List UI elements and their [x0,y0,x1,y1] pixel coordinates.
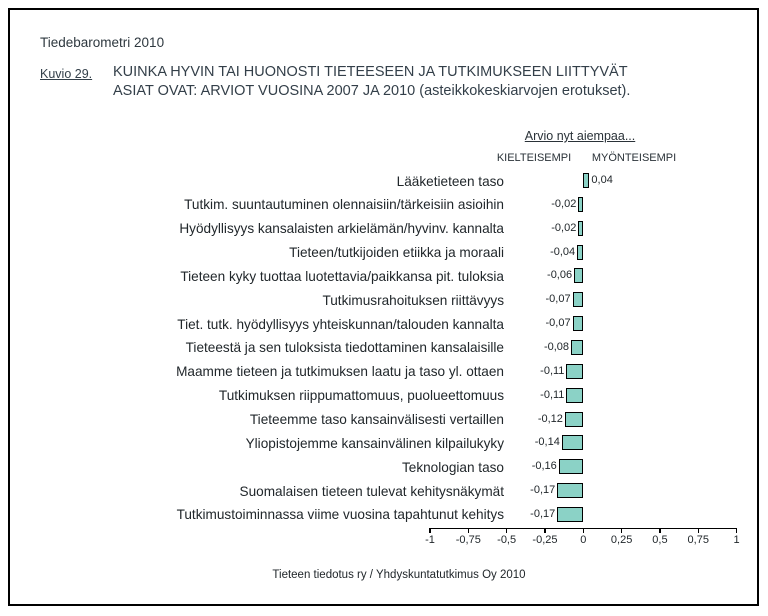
bar [583,173,590,188]
x-axis-tick-label: 0,25 [610,533,633,546]
category-label: Yliopistojemme kansainvälinen kilpailuky… [245,435,504,451]
bar-value-label: -0,07 [545,293,571,306]
category-label: Lääketieteen taso [396,173,504,189]
category-label: Tieteemme taso kansainvälisesti vertaill… [249,412,504,428]
category-label: Hyödyllisyys kansalaisten arkielämän/hyv… [179,221,504,237]
category-label: Tieteen/tutkijoiden etiikka ja moraali [289,245,504,261]
bar [571,339,584,355]
bar [578,220,584,236]
bar-value-label: -0,12 [537,412,563,425]
figure-title-line1: KUINKA HYVIN TAI HUONOSTI TIETEESEEN JA … [113,64,628,80]
scale-direction-header: Arvio nyt aiempaa... [524,129,636,143]
category-label: Maamme tieteen ja tutkimuksen laatu ja t… [176,364,504,380]
x-axis-tick [582,527,585,533]
category-label: Tiet. tutk. hyödyllisyys yhteiskunnan/ta… [177,316,504,332]
positive-direction-label: MYÖNTEISEMPI [591,152,677,164]
bar-value-label: -0,04 [550,245,576,258]
x-axis-tick [544,527,546,533]
x-axis-tick-label: -1 [425,533,435,546]
bar-value-label: -0,17 [530,484,556,497]
bar-value-label: -0,07 [545,317,571,330]
x-axis-tick [429,527,431,533]
x-axis-tick [659,527,661,533]
figure-title-line2: ASIAT OVAT: ARVIOT VUOSINA 2007 JA 2010 … [113,82,631,99]
bar-value-label: -0,06 [547,269,573,282]
category-label: Tutkimustoiminnassa viime vuosina tapaht… [176,507,504,523]
bar-value-label: -0,02 [551,221,577,234]
x-axis-tick [697,527,700,533]
bar [561,435,584,451]
bar-value-label: 0,04 [591,174,613,186]
bar [564,411,584,427]
bar [574,268,584,284]
page-border [8,8,759,606]
category-label: Tutkimusrahoituksen riittävyys [322,292,504,308]
bar [558,459,584,475]
x-axis-tick-label: 0 [580,533,587,546]
x-axis-tick-label: -0,5 [497,533,517,546]
bar-value-label: -0,11 [540,364,565,377]
category-label: Tieteestä ja sen tuloksista tiedottamine… [185,340,504,356]
bar [557,483,584,499]
bar [572,316,584,332]
category-label: Tutkimuksen riippumattomuus, puolueettom… [218,388,504,404]
bar [578,196,584,212]
category-label: Tutkim. suuntautuminen olennaisiin/tärke… [184,197,504,213]
figure-label: Kuvio 29. [40,67,93,81]
negative-direction-label: KIELTEISEMPI [496,152,572,164]
x-axis-tick-label: 0,5 [652,533,668,546]
bar [577,244,584,260]
x-axis-tick-label: 1 [733,533,740,546]
bar-value-label: -0,16 [531,460,557,473]
category-label: Teknologian taso [401,459,504,475]
bar [572,292,584,308]
bar-value-label: -0,17 [530,507,556,520]
document-header: Tiedebarometri 2010 [40,35,165,50]
bar [557,506,584,522]
bar [566,387,584,403]
category-label: Suomalaisen tieteen tulevat kehitysnäkym… [239,483,504,499]
x-axis-tick [505,527,508,533]
bar-value-label: -0,11 [540,388,565,401]
source-footer: Tieteen tiedotus ry / Yhdyskuntatutkimus… [272,569,526,581]
category-label: Tieteen kyky tuottaa luotettavia/paikkan… [180,268,504,284]
x-axis-tick-label: 0,75 [687,533,709,546]
x-axis-tick [467,527,470,533]
x-axis-tick [735,527,738,533]
x-axis-tick-label: -0,75 [455,533,481,546]
x-axis-tick-label: -0,25 [532,533,558,546]
bar [566,363,584,379]
x-axis-tick [620,527,623,533]
bar-value-label: -0,08 [543,340,570,353]
bar-value-label: -0,14 [534,436,560,449]
figure-title: KUINKA HYVIN TAI HUONOSTI TIETEESEEN JA … [113,63,733,100]
bar-value-label: -0,02 [551,197,577,210]
